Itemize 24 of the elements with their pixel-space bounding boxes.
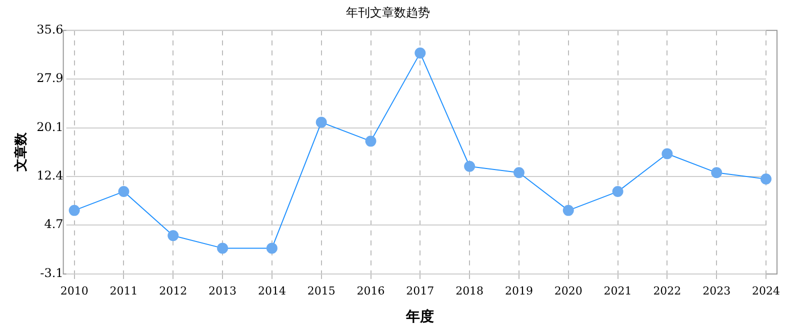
x-tick-label: 2021 <box>604 284 632 298</box>
y-tick-label: -3.1 <box>40 266 64 280</box>
x-tick-label: 2022 <box>653 284 682 298</box>
x-tick-label: 2020 <box>554 284 582 298</box>
y-tick-label: 4.7 <box>44 217 64 232</box>
x-tick-label: 2024 <box>752 284 780 298</box>
x-axis-title: 年度 <box>405 308 434 326</box>
y-tick-label: 12.4 <box>36 168 64 183</box>
chart-title: 年刊文章数趋势 <box>346 5 430 20</box>
x-tick-label: 2012 <box>159 284 188 298</box>
x-tick-label: 2019 <box>504 284 533 298</box>
x-tick-label: 2018 <box>456 284 484 298</box>
x-tick-label: 2023 <box>702 284 731 298</box>
y-axis-title: 文章数 <box>13 132 30 173</box>
y-tick-label: 35.6 <box>36 22 64 37</box>
x-tick-label: 2011 <box>110 284 138 298</box>
x-tick-label: 2010 <box>60 284 88 298</box>
y-tick-label: 27.9 <box>36 70 64 85</box>
x-tick-label: 2017 <box>406 284 434 298</box>
y-tick-label: 20.1 <box>36 120 64 134</box>
x-tick-label: 2013 <box>208 284 237 298</box>
x-tick-label: 2014 <box>258 284 286 298</box>
x-tick-label: 2016 <box>356 284 385 298</box>
x-tick-label: 2015 <box>307 284 336 298</box>
